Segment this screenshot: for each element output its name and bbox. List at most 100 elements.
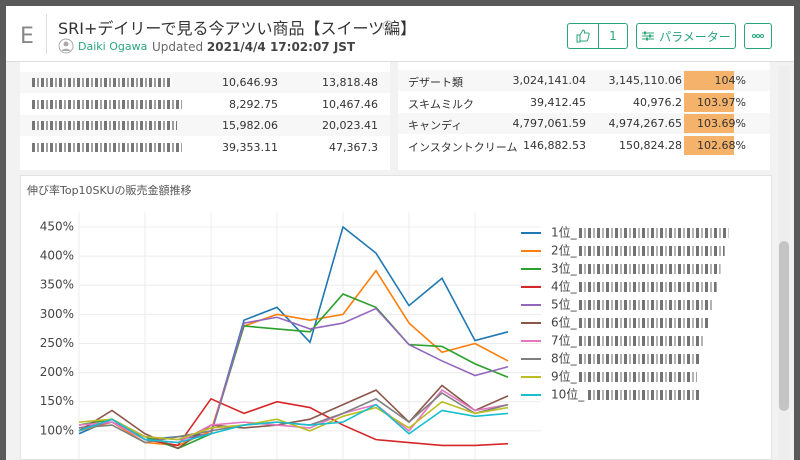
legend-label: 10位_ — [551, 387, 585, 402]
redacted-name — [578, 318, 709, 328]
table-cell: 103.97% — [697, 95, 746, 109]
redacted-name — [578, 372, 697, 382]
table-cell: 102.68% — [697, 138, 746, 152]
series-line — [78, 400, 509, 441]
separator — [46, 14, 47, 54]
more-button[interactable] — [744, 23, 772, 49]
y-tick-label: 350% — [40, 278, 74, 292]
table-cell: 3,145,110.06 — [608, 74, 682, 87]
table-cell: 15,982.06 — [222, 119, 278, 132]
legend-label: 1位_ — [551, 225, 578, 240]
chart: 100% 150% 200% 250% 300% 350% 400% 450% 1位_ 2位_ 3位… — [40, 212, 729, 459]
legend-label: 6位_ — [551, 315, 578, 330]
y-tick-label: 150% — [40, 394, 74, 408]
updated-label: Updated — [152, 40, 204, 54]
table-cell: 13,818.48 — [322, 76, 378, 89]
legend-label: 3位_ — [551, 261, 578, 276]
redacted-name — [578, 264, 721, 274]
table-cell: 47,367.3 — [329, 140, 378, 154]
series-line — [78, 225, 509, 441]
series-line — [78, 403, 509, 444]
redacted-name — [32, 78, 172, 87]
percent-bar — [684, 135, 734, 155]
redacted-name — [32, 121, 177, 130]
y-tick-label: 300% — [40, 307, 74, 321]
y-tick-label: 100% — [40, 423, 74, 437]
redacted-name — [32, 142, 182, 152]
logo: E — [20, 24, 34, 49]
table-cell: 4,974,267.65 — [608, 117, 682, 130]
redacted-name — [578, 354, 701, 364]
thumb-icon — [576, 29, 590, 43]
right-table: デザート類 3,024,141.04 3,145,110.06 104% スキムミルク 3… — [398, 62, 770, 170]
table-cell: 10,467.46 — [322, 97, 378, 111]
slider-icon — [642, 31, 655, 41]
table-cell: 20,023.41 — [322, 119, 378, 132]
table-cell: 8,292.75 — [229, 97, 278, 111]
table-row: デザート類 3,024,141.04 3,145,110.06 104% — [398, 70, 770, 91]
series-line — [78, 293, 509, 450]
parameter-label: パラメーター — [659, 29, 731, 44]
series-line — [78, 389, 509, 444]
legend-label: 9位_ — [551, 369, 578, 384]
table-cell: 39,412.45 — [530, 95, 586, 109]
y-tick-label: 250% — [40, 336, 74, 350]
series-line — [78, 307, 509, 441]
like-count[interactable]: 1 — [598, 23, 628, 49]
legend-label: 8位_ — [551, 351, 578, 366]
percent-bar — [684, 71, 734, 90]
parameter-button[interactable]: パラメーター — [636, 23, 736, 49]
y-tick-label: 200% — [40, 365, 74, 379]
legend-label: 2位_ — [551, 243, 578, 258]
chart-title: 伸び率Top10SKUの販売金額推移 — [27, 184, 192, 197]
chart-card: 伸び率Top10SKUの販売金額推移 100% 150% 200% 250% 300% 3… — [20, 175, 772, 460]
table-cell: 10,646.93 — [222, 76, 278, 89]
dots-icon — [752, 34, 764, 38]
table-row: インスタントクリーム 146,882.53 150,824.28 102.68% — [398, 135, 770, 156]
table-cell: キャンディ — [408, 119, 463, 132]
user-icon[interactable] — [58, 38, 74, 54]
series-line — [78, 384, 509, 450]
table-row: 10,646.93 13,818.48 — [20, 72, 390, 93]
scrollbar[interactable] — [778, 66, 790, 460]
redacted-name — [578, 228, 729, 238]
like-button[interactable] — [567, 23, 599, 49]
table-cell: 39,353.11 — [222, 140, 278, 154]
scroll-thumb[interactable] — [779, 241, 789, 411]
redacted-name — [578, 336, 705, 346]
legend-label: 4位_ — [551, 279, 578, 294]
table-cell: 103.69% — [697, 117, 746, 130]
updated: Updated 2021/4/4 17:02:07 JST — [152, 40, 355, 54]
series-line — [78, 269, 509, 447]
table-row: スキムミルク 39,412.45 40,976.2 103.97% — [398, 92, 770, 113]
redacted-name — [586, 390, 701, 400]
table-cell: 146,882.53 — [523, 138, 586, 152]
percent-bar — [684, 114, 734, 133]
table-cell: 4,797,061.59 — [512, 117, 586, 130]
redacted-name — [32, 99, 182, 109]
header: E SRI+デイリーで見る今アツい商品【スイーツ編】 Daiki Ogawa U… — [6, 6, 794, 62]
table-cell: 3,024,141.04 — [512, 74, 586, 87]
table-cell: デザート類 — [408, 76, 463, 89]
table-row: キャンディ 4,797,061.59 4,974,267.65 103.69% — [398, 113, 770, 134]
page-title: SRI+デイリーで見る今アツい商品【スイーツ編】 — [58, 19, 417, 38]
table-cell: スキムミルク — [408, 97, 474, 111]
y-tick-label: 450% — [40, 219, 74, 233]
legend-label: 5位_ — [551, 297, 578, 312]
table-cell: 150,824.28 — [619, 138, 682, 152]
author[interactable]: Daiki Ogawa — [78, 40, 148, 53]
table-cell: 40,976.2 — [633, 95, 682, 109]
y-tick-label: 400% — [40, 249, 74, 263]
table-cell: インスタントクリーム — [408, 140, 518, 154]
redacted-name — [578, 246, 725, 256]
redacted-name — [578, 282, 717, 292]
window: E SRI+デイリーで見る今アツい商品【スイーツ編】 Daiki Ogawa U… — [6, 6, 794, 460]
legend-label: 7位_ — [551, 333, 578, 348]
table-row: 8,292.75 10,467.46 — [20, 94, 390, 115]
left-table: 10,646.93 13,818.48 8,292.75 10,467.46 15,98… — [20, 62, 390, 170]
clock-icon — [382, 20, 394, 32]
table-row: 39,353.11 47,367.3 — [20, 137, 390, 158]
table-cell: 104% — [714, 74, 746, 87]
table-row: 15,982.06 20,023.41 — [20, 115, 390, 136]
